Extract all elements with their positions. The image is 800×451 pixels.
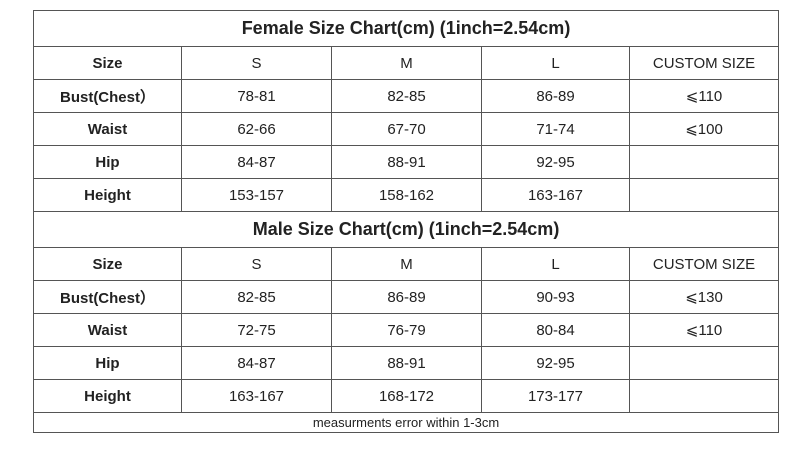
- table-row: Female Size Chart(cm) (1inch=2.54cm): [32, 10, 780, 47]
- row-label: Height: [33, 379, 182, 413]
- size-cell: 153-157: [181, 178, 332, 212]
- section-title: Female Size Chart(cm) (1inch=2.54cm): [32, 10, 780, 47]
- size-cell: 173-177: [481, 379, 630, 413]
- size-cell: 72-75: [181, 313, 332, 347]
- table-body: Female Size Chart(cm) (1inch=2.54cm) Size…: [32, 10, 780, 433]
- size-cell: 82-85: [181, 280, 332, 314]
- table-row: Height 163-167 168-172 173-177: [33, 379, 780, 413]
- size-cell: ⩽100: [628, 112, 780, 146]
- row-label: Hip: [33, 346, 182, 380]
- header-cell: L: [481, 46, 630, 80]
- header-label: Size: [33, 46, 182, 80]
- size-cell: 92-95: [481, 346, 630, 380]
- size-cell: 78-81: [181, 79, 332, 113]
- table-row: Size S M L CUSTOM SIZE: [33, 46, 780, 80]
- empty-cell: [628, 346, 780, 380]
- header-cell: S: [181, 46, 332, 80]
- size-cell: 84-87: [181, 145, 332, 179]
- row-label: Height: [33, 178, 182, 212]
- row-label: Waist: [33, 112, 182, 146]
- header-cell: M: [331, 46, 482, 80]
- size-cell: 158-162: [331, 178, 482, 212]
- row-label: Bust(Chest）: [33, 79, 182, 113]
- empty-cell: [628, 178, 780, 212]
- header-label: Size: [33, 247, 182, 281]
- table-row: Waist 72-75 76-79 80-84 ⩽110: [33, 313, 780, 347]
- size-cell: 86-89: [331, 280, 482, 314]
- size-cell: 82-85: [331, 79, 482, 113]
- table-row: Bust(Chest） 82-85 86-89 90-93 ⩽130: [33, 280, 780, 314]
- header-cell: CUSTOM SIZE: [628, 247, 780, 281]
- size-cell: ⩽110: [628, 79, 780, 113]
- section-title: Male Size Chart(cm) (1inch=2.54cm): [32, 211, 780, 248]
- table-row: Hip 84-87 88-91 92-95: [33, 346, 780, 380]
- size-cell: 88-91: [331, 145, 482, 179]
- size-cell: 86-89: [481, 79, 630, 113]
- table-row: Bust(Chest） 78-81 82-85 86-89 ⩽110: [33, 79, 780, 113]
- table-row: Male Size Chart(cm) (1inch=2.54cm): [32, 211, 780, 248]
- row-label: Waist: [33, 313, 182, 347]
- size-cell: 163-167: [181, 379, 332, 413]
- size-cell: ⩽110: [628, 313, 780, 347]
- header-cell: L: [481, 247, 630, 281]
- footnote: measurments error within 1-3cm: [32, 412, 780, 433]
- row-label: Hip: [33, 145, 182, 179]
- size-cell: ⩽130: [628, 280, 780, 314]
- size-cell: 84-87: [181, 346, 332, 380]
- table-row: Hip 84-87 88-91 92-95: [33, 145, 780, 179]
- size-cell: 76-79: [331, 313, 482, 347]
- size-cell: 88-91: [331, 346, 482, 380]
- empty-cell: [628, 145, 780, 179]
- header-cell: M: [331, 247, 482, 281]
- row-label: Bust(Chest）: [33, 280, 182, 314]
- table-row: Size S M L CUSTOM SIZE: [33, 247, 780, 281]
- header-cell: CUSTOM SIZE: [628, 46, 780, 80]
- size-cell: 163-167: [481, 178, 630, 212]
- size-cell: 80-84: [481, 313, 630, 347]
- empty-cell: [628, 379, 780, 413]
- header-cell: S: [181, 247, 332, 281]
- size-cell: 71-74: [481, 112, 630, 146]
- size-cell: 92-95: [481, 145, 630, 179]
- size-cell: 168-172: [331, 379, 482, 413]
- table-row: measurments error within 1-3cm: [32, 412, 780, 433]
- size-chart: Female Size Chart(cm) (1inch=2.54cm) Size…: [32, 10, 780, 433]
- table-row: Waist 62-66 67-70 71-74 ⩽100: [33, 112, 780, 146]
- size-cell: 67-70: [331, 112, 482, 146]
- size-cell: 62-66: [181, 112, 332, 146]
- size-cell: 90-93: [481, 280, 630, 314]
- table-row: Height 153-157 158-162 163-167: [33, 178, 780, 212]
